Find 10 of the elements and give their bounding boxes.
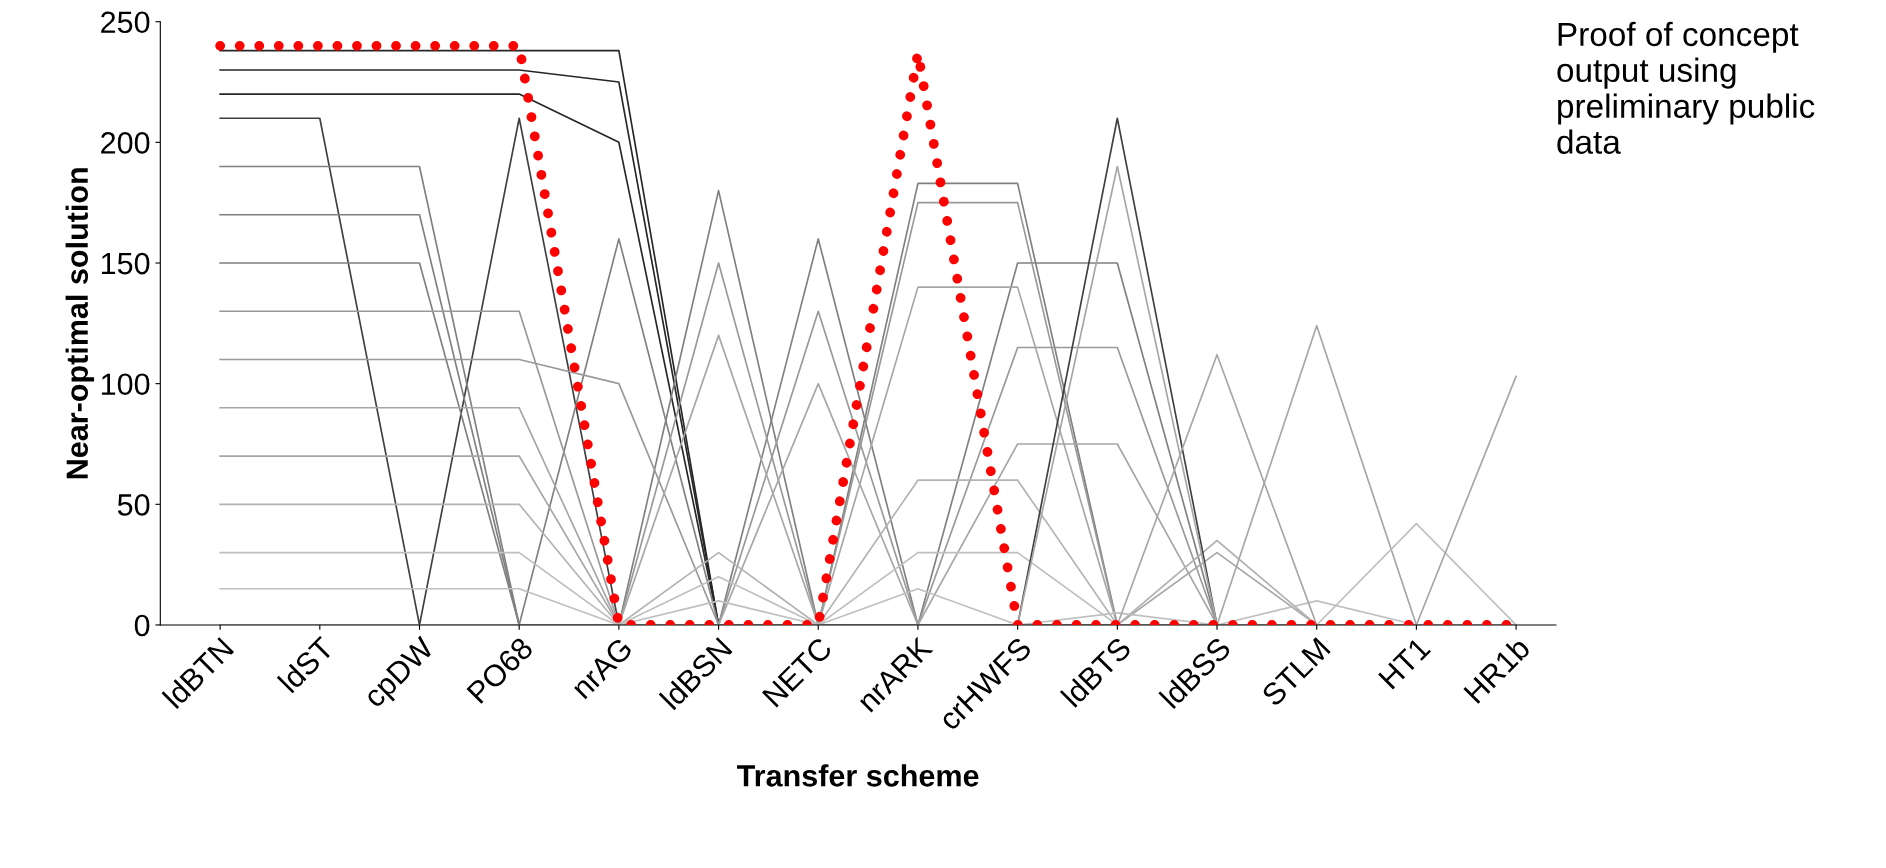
y-tick-label: 0 — [134, 614, 150, 637]
y-tick-label: 200 — [101, 132, 150, 154]
x-axis-title: Transfer scheme — [737, 764, 979, 787]
text: Proof of concept output using preliminary public data — [1557, 21, 1815, 154]
y-tick-label: 50 — [117, 494, 150, 516]
y-tick-label: 150 — [101, 252, 150, 275]
x-tick-label: HT1 — [1378, 636, 1431, 690]
y-tick-label: 100 — [101, 373, 150, 396]
y-tick-label: 250 — [101, 11, 150, 34]
y-axis-title: Near-optimal solution — [65, 168, 95, 479]
